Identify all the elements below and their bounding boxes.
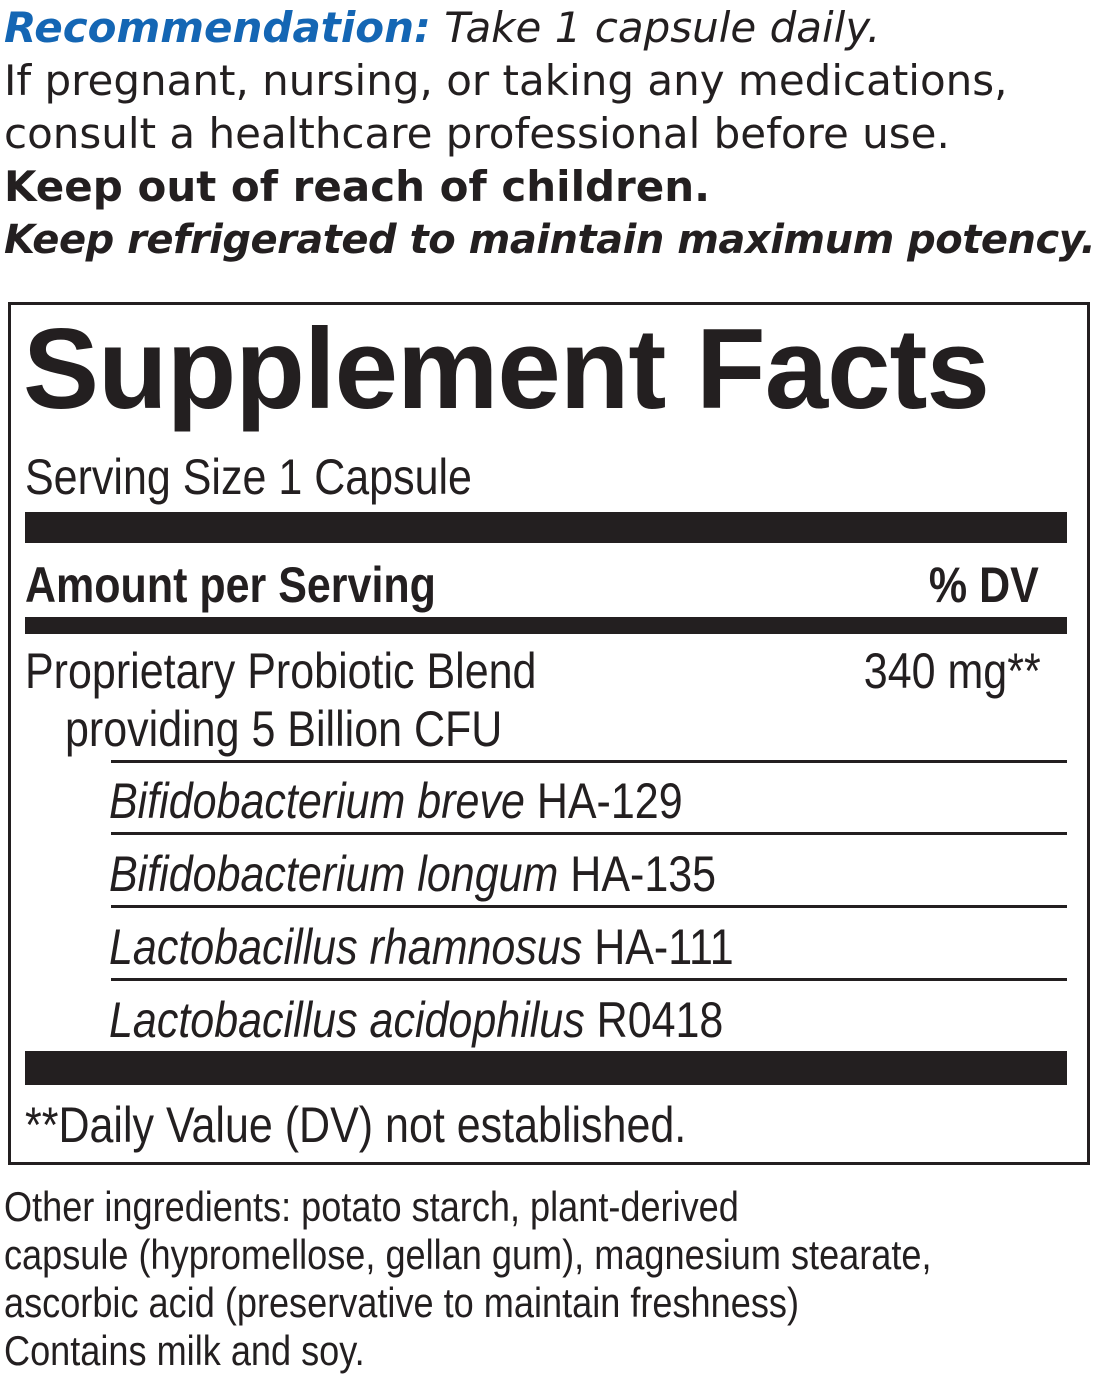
- divider-thin: [111, 905, 1067, 908]
- strain-code: HA-135: [558, 846, 717, 902]
- amount-per-serving-header: Amount per Serving: [25, 557, 436, 613]
- allergen-statement: Contains milk and soy.: [4, 1327, 365, 1374]
- panel-title: Supplement Facts: [23, 306, 990, 433]
- strain-species: Lactobacillus rhamnosus: [109, 919, 583, 975]
- divider-thick: [25, 1051, 1067, 1085]
- strain-species: Bifidobacterium longum: [109, 846, 559, 902]
- serving-size: Serving Size 1 Capsule: [25, 449, 472, 505]
- recommendation-label: Recommendation:: [4, 3, 431, 52]
- divider-thin: [111, 832, 1067, 835]
- strain-code: R0418: [584, 992, 724, 1048]
- blend-detail: providing 5 Billion CFU: [65, 701, 503, 757]
- divider-thin: [111, 760, 1067, 763]
- recommendation-text: Take 1 capsule daily.: [430, 3, 881, 52]
- warning-line-2: consult a healthcare professional before…: [4, 109, 950, 158]
- other-ingredients-line: Other ingredients: potato starch, plant-…: [4, 1183, 739, 1230]
- other-ingredients-line: ascorbic acid (preservative to maintain …: [4, 1279, 799, 1326]
- blend-amount: 340 mg**: [864, 643, 1041, 699]
- keep-out-warning: Keep out of reach of children.: [4, 162, 711, 211]
- divider-thick: [25, 512, 1067, 543]
- strain-species: Lactobacillus acidophilus: [109, 992, 585, 1048]
- strain-species: Bifidobacterium breve: [109, 773, 525, 829]
- strain-code: HA-111: [582, 919, 734, 975]
- strain-row: Lactobacillus rhamnosus HA-111: [109, 919, 835, 975]
- recommendation-line: Recommendation: Take 1 capsule daily.: [4, 2, 880, 54]
- strain-row: Bifidobacterium breve HA-129: [109, 773, 776, 829]
- strain-code: HA-129: [524, 773, 683, 829]
- dv-footnote: **Daily Value (DV) not established.: [25, 1097, 687, 1153]
- refrigerate-warning: Keep refrigerated to maintain maximum po…: [4, 217, 1096, 263]
- warning-line-1: If pregnant, nursing, or taking any medi…: [4, 56, 1008, 105]
- strain-row: Lactobacillus acidophilus R0418: [109, 992, 823, 1048]
- divider-thin: [111, 978, 1067, 981]
- blend-name: Proprietary Probiotic Blend: [25, 643, 537, 699]
- dv-header: % DV: [929, 557, 1039, 613]
- supplement-facts-panel: Supplement Facts Serving Size 1 Capsule …: [8, 302, 1090, 1165]
- other-ingredients-line: capsule (hypromellose, gellan gum), magn…: [4, 1231, 932, 1278]
- divider-medium: [25, 617, 1067, 634]
- strain-row: Bifidobacterium longum HA-135: [109, 846, 815, 902]
